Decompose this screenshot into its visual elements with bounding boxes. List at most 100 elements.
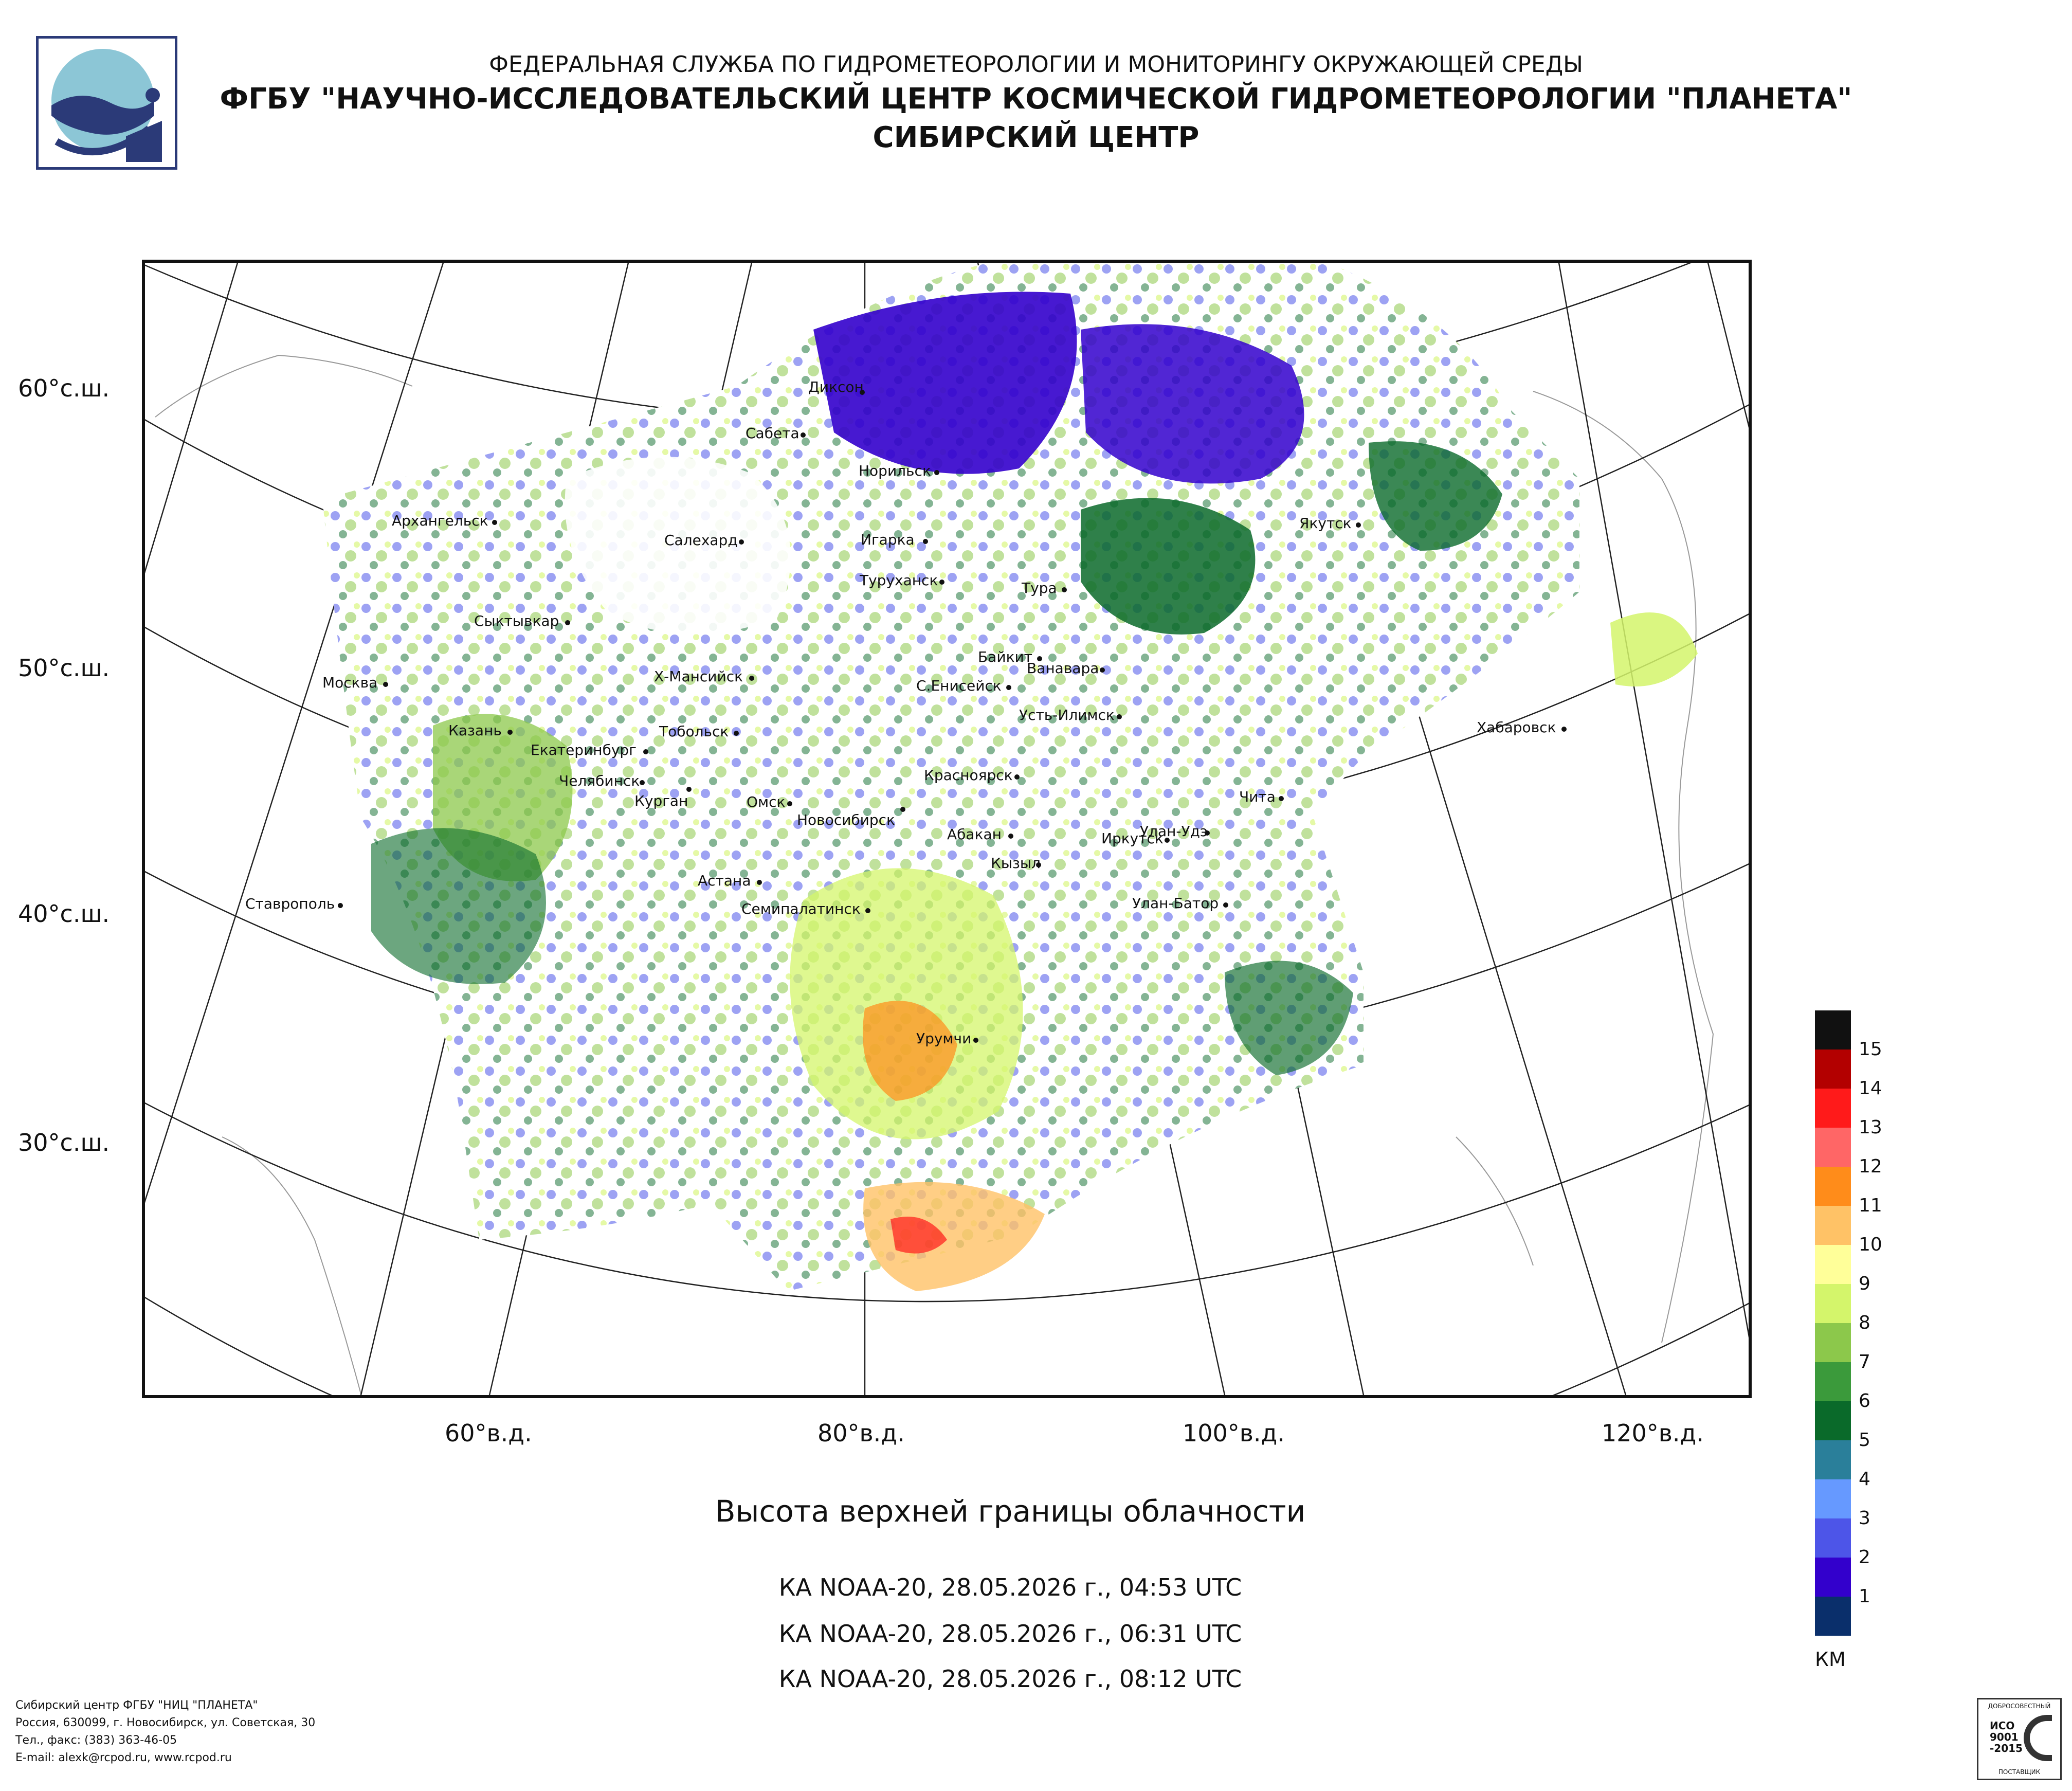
- legend-label: 9: [1859, 1273, 1870, 1294]
- satellite-pass: КА NOAA-20, 28.05.2026 г., 08:12 UTC: [778, 1665, 1242, 1693]
- legend-swatch: [1815, 1323, 1851, 1362]
- footer-line: Сибирский центр ФГБУ "НИЦ "ПЛАНЕТА": [15, 1699, 258, 1712]
- city-label: Диксон: [808, 378, 864, 395]
- legend-label: 14: [1859, 1078, 1882, 1099]
- city-label: Архангельск: [392, 512, 488, 529]
- city-label: Урумчи: [916, 1030, 972, 1047]
- legend-swatch: [1815, 1401, 1851, 1440]
- cert-text: ИСО 9001 -2015: [1990, 1720, 2023, 1754]
- legend-swatch: [1815, 1362, 1851, 1401]
- city-label: Усть-Илимск: [1019, 707, 1115, 723]
- legend-unit: КМ: [1815, 1648, 1846, 1671]
- cloud-top-height-map: Диксон Сабета Норильск Архангельск Салех…: [142, 260, 1752, 1398]
- legend-label: 6: [1859, 1390, 1870, 1412]
- legend-swatch: [1815, 1558, 1851, 1597]
- legend-swatch: [1815, 1050, 1851, 1089]
- city-label: Сыктывкар: [474, 612, 559, 629]
- lat-label-50: 50°с.ш.: [18, 654, 110, 682]
- city-label: Челябинск: [559, 772, 640, 789]
- city-label: Новосибирск: [797, 811, 895, 828]
- color-legend: [1815, 1010, 1851, 1636]
- cert-top-text: ДОБРОСОВЕСТНЫЙ: [1988, 1703, 2051, 1710]
- legend-swatch: [1815, 1479, 1851, 1518]
- legend-swatch: [1815, 1245, 1851, 1284]
- lat-label-30: 30°с.ш.: [18, 1129, 110, 1156]
- cert-iso: ИСО: [1990, 1720, 2015, 1732]
- legend-label: 4: [1859, 1469, 1870, 1490]
- satellite-pass: КА NOAA-20, 28.05.2026 г., 06:31 UTC: [778, 1620, 1242, 1648]
- legend-swatch: [1815, 1010, 1851, 1050]
- legend-label: 3: [1859, 1508, 1870, 1529]
- legend-swatch: [1815, 1206, 1851, 1245]
- cert-c-icon: [2024, 1715, 2052, 1761]
- city-label: Салехард: [664, 532, 738, 549]
- legend-label: 11: [1859, 1195, 1882, 1216]
- city-label: Чита: [1239, 788, 1276, 805]
- legend-swatch: [1815, 1284, 1851, 1323]
- footer-line: Россия, 630099, г. Новосибирск, ул. Сове…: [15, 1716, 316, 1729]
- city-label: Екатеринбург: [531, 741, 637, 758]
- city-label: Игарка: [861, 531, 915, 548]
- map-title: Высота верхней границы облачности: [715, 1494, 1306, 1529]
- cert-year: -2015: [1990, 1742, 2023, 1754]
- city-label: Якутск: [1299, 515, 1352, 532]
- legend-label: 7: [1859, 1351, 1870, 1372]
- city-label: Байкит: [978, 648, 1032, 665]
- city-label: Сабета: [746, 425, 799, 442]
- city-label: Казань: [448, 722, 502, 739]
- footer-line: Тел., факс: (383) 363-46-05: [15, 1734, 177, 1747]
- city-label: Семипалатинск: [741, 900, 861, 917]
- legend-swatch: [1815, 1167, 1851, 1206]
- lon-label-100: 100°в.д.: [1183, 1419, 1285, 1447]
- lon-label-60: 60°в.д.: [445, 1419, 532, 1447]
- city-label: Курган: [634, 792, 688, 809]
- city-label: Москва: [322, 674, 378, 691]
- city-label: Омск: [747, 793, 786, 810]
- city-label: Иркутск: [1101, 830, 1164, 847]
- legend-label: 1: [1859, 1586, 1870, 1607]
- legend-swatch: [1815, 1089, 1851, 1128]
- institute-title: ФГБУ "НАУЧНО-ИССЛЕДОВАТЕЛЬСКИЙ ЦЕНТР КОС…: [220, 82, 1852, 116]
- city-label: Кызыл: [991, 855, 1041, 872]
- city-label: Хабаровск: [1477, 719, 1556, 736]
- lat-label-60: 60°с.ш.: [18, 374, 110, 402]
- satellite-swaths: [322, 263, 1698, 1291]
- city-label: Тура: [1022, 580, 1057, 596]
- city-label: Абакан: [947, 826, 1002, 843]
- city-label: Улан-Удэ: [1140, 823, 1208, 840]
- city-markers: [338, 390, 1567, 1043]
- agency-title: ФЕДЕРАЛЬНАЯ СЛУЖБА ПО ГИДРОМЕТЕОРОЛОГИИ …: [489, 51, 1583, 78]
- legend-label: 12: [1859, 1156, 1882, 1177]
- cert-bottom-text: ПОСТАВЩИК: [1998, 1768, 2041, 1776]
- iso-certification-badge: ДОБРОСОВЕСТНЫЙ ИСО 9001 -2015 ПОСТАВЩИК: [1977, 1698, 2062, 1780]
- legend-label: 15: [1859, 1039, 1882, 1060]
- legend-label: 13: [1859, 1117, 1882, 1138]
- city-label: Улан-Батор: [1132, 895, 1219, 912]
- coastlines: [155, 354, 1714, 1395]
- legend-label: 2: [1859, 1547, 1870, 1568]
- legend-label: 8: [1859, 1312, 1870, 1333]
- center-title: СИБИРСКИЙ ЦЕНТР: [873, 121, 1199, 154]
- footer-line: E-mail: alexk@rcpod.ru, www.rcpod.ru: [15, 1751, 232, 1764]
- legend-swatch: [1815, 1518, 1851, 1558]
- satellite-pass: КА NOAA-20, 28.05.2026 г., 04:53 UTC: [778, 1573, 1242, 1601]
- city-label: Тобольск: [659, 723, 729, 740]
- city-label: Туруханск: [860, 572, 938, 589]
- planeta-logo: [36, 36, 177, 170]
- legend-label: 5: [1859, 1430, 1870, 1451]
- cert-number: 9001: [1990, 1731, 2019, 1743]
- city-label: Ванавара: [1027, 660, 1099, 677]
- legend-swatch: [1815, 1597, 1851, 1636]
- city-label: Астана: [698, 872, 751, 889]
- legend-swatch: [1815, 1440, 1851, 1479]
- lon-label-80: 80°в.д.: [817, 1419, 905, 1447]
- legend-swatch: [1815, 1128, 1851, 1167]
- legend-label: 10: [1859, 1234, 1882, 1255]
- city-label: Х-Мансийск: [654, 668, 743, 685]
- city-label: Ставрополь: [245, 895, 335, 912]
- city-label: Норильск: [859, 462, 931, 479]
- city-label: Красноярск: [924, 767, 1013, 784]
- lon-label-120: 120°в.д.: [1602, 1419, 1704, 1447]
- city-label: С.Енисейск: [916, 677, 1002, 694]
- lat-label-40: 40°с.ш.: [18, 900, 110, 928]
